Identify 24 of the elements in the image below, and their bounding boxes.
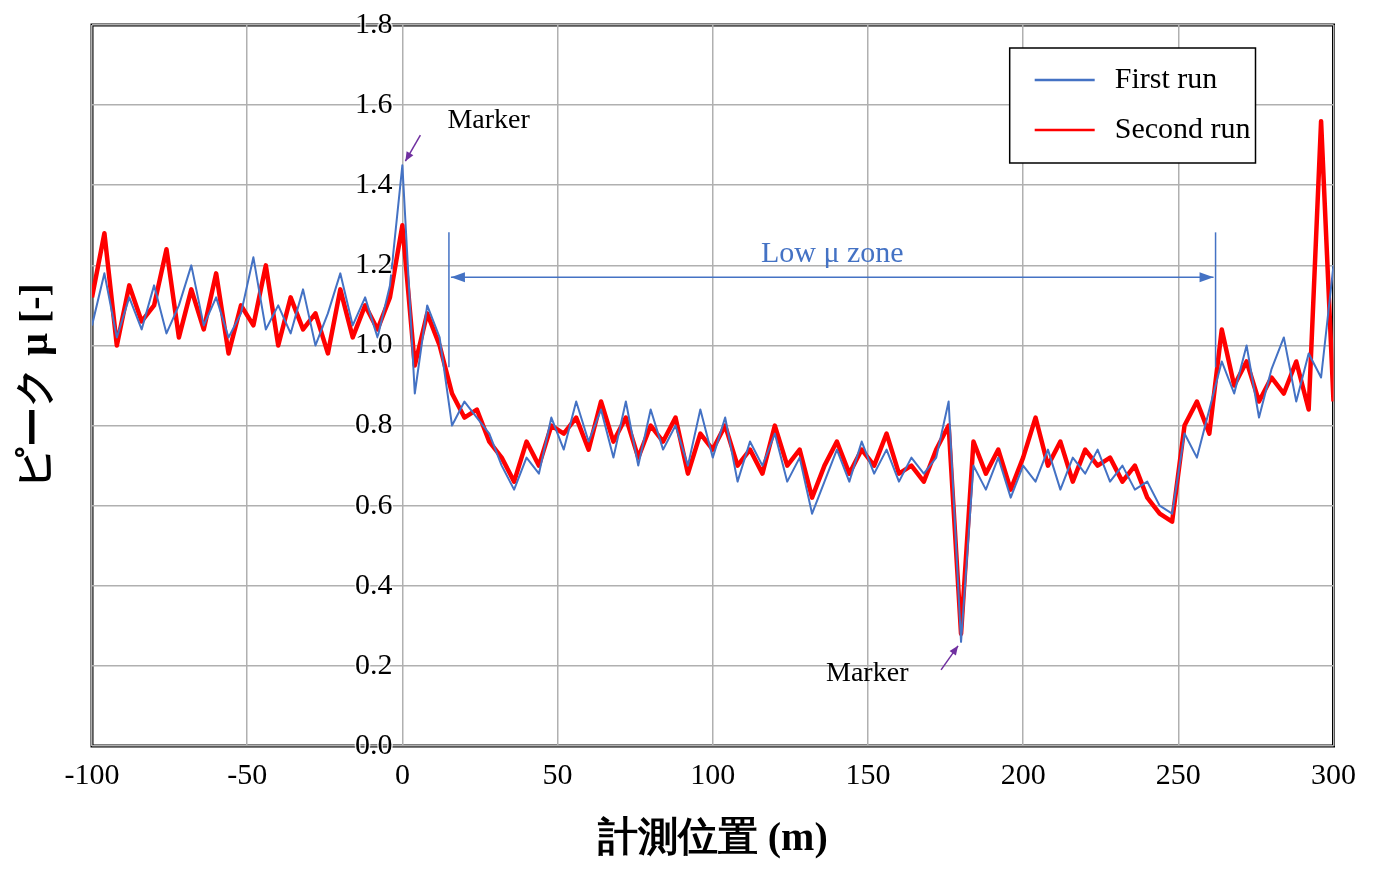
y-tick-label: 1.0 — [354, 326, 393, 360]
y-tick-label: 0.8 — [354, 406, 393, 440]
legend-label: First run — [1114, 60, 1218, 94]
x-tick-label: -100 — [64, 756, 120, 790]
annotation: Marker — [447, 102, 531, 134]
annotation: Low μ zone — [760, 235, 904, 269]
annotation: Marker — [826, 656, 910, 688]
x-tick-label: 100 — [690, 756, 736, 790]
x-tick-label: 300 — [1311, 756, 1356, 790]
y-tick-label: 1.6 — [354, 85, 393, 119]
x-tick-label: 250 — [1155, 756, 1201, 790]
x-tick-label: 150 — [845, 756, 891, 790]
y-axis-title: ピーク μ [-] — [11, 283, 57, 488]
y-tick-label: 0.2 — [354, 646, 393, 680]
x-tick-label: -50 — [227, 756, 268, 790]
x-tick-label: 0 — [394, 756, 410, 790]
y-tick-label: 1.2 — [354, 246, 393, 280]
x-tick-label: 200 — [1000, 756, 1046, 790]
x-tick-label: 50 — [542, 756, 573, 790]
legend-label: Second run — [1114, 110, 1251, 144]
y-tick-label: 1.4 — [354, 166, 393, 200]
y-tick-label: 0.4 — [354, 566, 393, 600]
x-axis-title: 計測位置 (m) — [596, 814, 828, 860]
y-tick-label: 0.6 — [354, 486, 393, 520]
